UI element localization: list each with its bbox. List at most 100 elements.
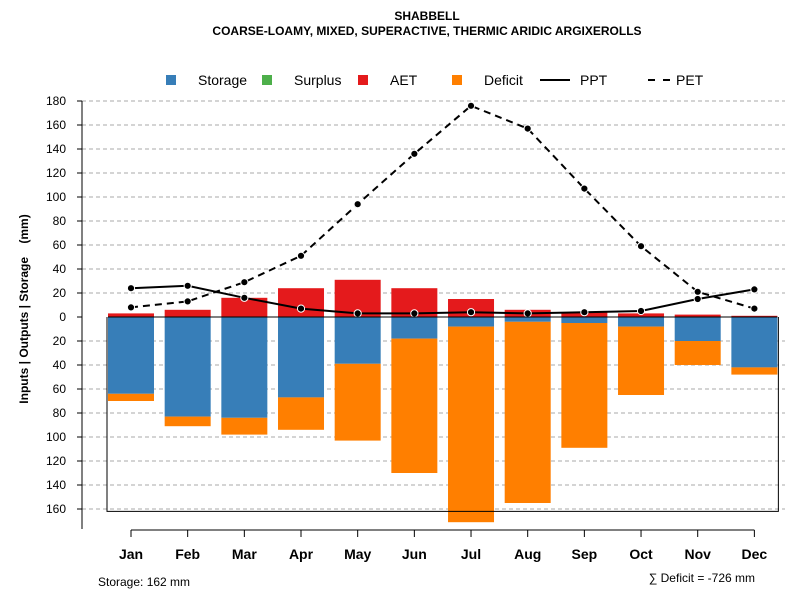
storage-bar <box>391 317 438 339</box>
storage-bar <box>731 317 778 368</box>
pet-point <box>410 149 419 158</box>
legend-label-aet: AET <box>390 72 418 88</box>
x-tick-label-nov: Nov <box>684 546 711 562</box>
storage-bar <box>164 317 211 417</box>
pet-point <box>296 251 306 260</box>
deficit-bar <box>164 416 211 427</box>
y-tick-label: 0 <box>59 310 66 324</box>
ppt-point <box>353 309 362 318</box>
storage-bar <box>674 317 721 341</box>
storage-bar <box>618 317 665 327</box>
y-tick-label: 40 <box>53 358 67 372</box>
deficit-bar <box>334 363 381 441</box>
ppt-point <box>296 304 306 313</box>
pet-point <box>466 101 476 110</box>
ppt-point <box>240 293 249 302</box>
pet-point <box>353 200 362 209</box>
ppt-point <box>750 285 759 294</box>
pet-point <box>126 303 136 312</box>
series-lines <box>126 101 759 318</box>
aet-bar <box>618 313 665 317</box>
x-tick-label-aug: Aug <box>514 546 541 562</box>
ppt-point <box>126 284 136 293</box>
y-tick-label: 140 <box>46 478 66 492</box>
storage-bar <box>334 317 381 364</box>
storage-bar <box>448 317 495 327</box>
x-tick-label-apr: Apr <box>289 546 314 562</box>
legend-label-storage: Storage <box>198 72 247 88</box>
y-tick-label: 60 <box>53 238 67 252</box>
y-tick-label: 20 <box>53 334 67 348</box>
bars <box>108 279 778 523</box>
legend-swatch-aet <box>358 75 368 85</box>
axes: 180 160 140 120 100 80 60 40 20 0 20 40 60 80 100 120 14… <box>46 94 779 562</box>
chart-subtitle: COARSE-LOAMY, MIXED, SUPERACTIVE, THERMI… <box>212 24 641 38</box>
legend-label-deficit: Deficit <box>484 72 523 88</box>
x-tick-label-jun: Jun <box>402 546 427 562</box>
storage-bar <box>504 317 551 322</box>
pet-point <box>523 124 532 133</box>
legend-swatch-surplus <box>262 75 272 85</box>
x-tick-label-jan: Jan <box>119 546 143 562</box>
storage-bar <box>561 317 608 323</box>
deficit-bar <box>618 326 665 395</box>
x-tick-label-oct: Oct <box>629 546 653 562</box>
storage-bar <box>108 317 154 394</box>
legend: Storage Surplus AET Deficit PPT PET <box>166 72 704 88</box>
legend-label-surplus: Surplus <box>294 72 341 88</box>
aet-bar <box>221 297 268 317</box>
deficit-bar <box>108 393 154 401</box>
deficit-bar <box>674 341 721 365</box>
storage-capacity-outline <box>106 317 779 512</box>
x-tick-label-jul: Jul <box>461 546 481 562</box>
deficit-bar <box>221 417 268 435</box>
y-axis-label: Inputs | Outputs | Storage (mm) <box>17 214 31 403</box>
chart-title: SHABBELL <box>394 9 459 23</box>
x-tick-label-may: May <box>344 546 371 562</box>
ppt-point <box>410 309 419 318</box>
aet-bar <box>674 314 721 317</box>
y-tick-label: 100 <box>46 190 66 204</box>
y-tick-label: 20 <box>53 286 67 300</box>
storage-bar <box>221 317 268 418</box>
y-tick-label: 160 <box>46 502 66 516</box>
y-tick-label: 60 <box>53 382 67 396</box>
deficit-bar <box>504 321 551 503</box>
pet-point <box>636 242 646 251</box>
legend-label-ppt: PPT <box>580 72 608 88</box>
ppt-point <box>523 309 532 318</box>
deficit-bar <box>278 397 325 430</box>
aet-bar <box>164 309 211 317</box>
aet-bar <box>731 315 778 317</box>
y-tick-label: 80 <box>53 214 67 228</box>
ppt-point <box>466 308 476 317</box>
y-tick-label: 120 <box>46 166 66 180</box>
pet-point <box>750 304 759 313</box>
legend-label-pet: PET <box>676 72 704 88</box>
pet-point <box>240 278 249 287</box>
pet-point <box>183 297 192 306</box>
deficit-bar <box>391 338 438 473</box>
storage-bar <box>278 317 325 398</box>
deficit-bar <box>561 323 608 448</box>
x-tick-label-dec: Dec <box>742 546 768 562</box>
y-tick-label: 100 <box>46 430 66 444</box>
storage-footnote: Storage: 162 mm <box>98 575 190 589</box>
deficit-footnote: ∑ Deficit = -726 mm <box>649 571 755 585</box>
ppt-point <box>693 294 702 304</box>
deficit-bar <box>448 326 495 523</box>
ppt-point <box>636 306 646 316</box>
y-tick-label: 160 <box>46 118 66 132</box>
x-tick-label-mar: Mar <box>232 546 257 562</box>
ppt-point <box>183 281 192 290</box>
ppt-line <box>130 284 755 315</box>
y-tick-label: 80 <box>53 406 67 420</box>
legend-swatch-storage <box>166 75 176 85</box>
y-tick-label: 120 <box>46 454 66 468</box>
x-tick-label-feb: Feb <box>175 546 200 562</box>
pet-line <box>130 104 755 310</box>
y-tick-label: 40 <box>53 262 67 276</box>
y-tick-label: 140 <box>46 142 66 156</box>
deficit-bar <box>731 367 778 375</box>
